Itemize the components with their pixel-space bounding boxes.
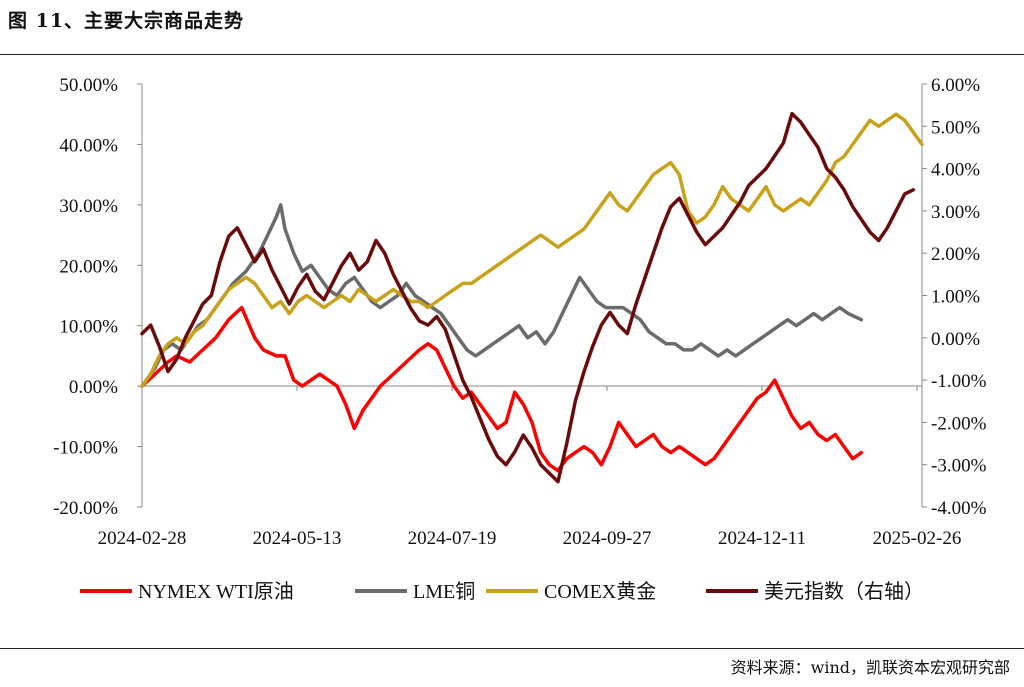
legend-label: 美元指数（右轴）	[764, 580, 924, 603]
series-line	[140, 203, 864, 388]
right-tick-label: 1.00%	[931, 287, 980, 308]
left-tick-label: -10.00%	[53, 438, 118, 459]
x-tick-label: 2024-02-28	[98, 528, 187, 549]
right-tick-label: 5.00%	[931, 117, 980, 138]
chart-axes: 50.00% 40.00% 30.00% 20.00% 10.00% 0.00% -10.0…	[53, 75, 986, 549]
right-tick-label: 3.00%	[931, 202, 980, 223]
legend-label: COMEX黄金	[544, 580, 656, 603]
right-tick-label: 6.00%	[931, 75, 980, 96]
right-tick-label: 4.00%	[931, 160, 980, 181]
chart-series-lines	[140, 111, 924, 484]
x-tick-label: 2025-02-26	[873, 528, 962, 549]
left-tick-label: 40.00%	[59, 135, 118, 156]
x-tick-label: 2024-09-27	[563, 528, 652, 549]
right-tick-label: -2.00%	[931, 413, 987, 434]
series-line	[140, 111, 916, 484]
right-tick-label: 2.00%	[931, 244, 980, 265]
legend-label: NYMEX WTI原油	[138, 580, 294, 603]
top-divider	[0, 54, 1024, 55]
chart-legend: NYMEX WTI原油 LME铜 COMEX黄金 美元指数（右轴）	[80, 580, 924, 603]
left-tick-label: 50.00%	[59, 75, 118, 96]
left-tick-label: 10.00%	[59, 317, 118, 338]
x-tick-label: 2024-12-11	[718, 528, 806, 549]
series-line	[140, 112, 924, 388]
series-line	[140, 305, 864, 473]
commodity-trend-chart: 50.00% 40.00% 30.00% 20.00% 10.00% 0.00% -10.0…	[53, 75, 986, 603]
left-tick-label: 0.00%	[69, 377, 118, 398]
legend-label: LME铜	[413, 580, 475, 603]
left-tick-label: 30.00%	[59, 196, 118, 217]
right-tick-label: 0.00%	[931, 329, 980, 350]
source-note: 资料来源：wind，凯联资本宏观研究部	[730, 658, 1010, 677]
left-tick-label: 20.00%	[59, 256, 118, 277]
figure-title: 图 11、主要大宗商品走势	[8, 10, 245, 32]
right-tick-label: -4.00%	[931, 498, 987, 519]
right-tick-label: -3.00%	[931, 456, 987, 477]
x-tick-label: 2024-07-19	[408, 528, 497, 549]
left-tick-label: -20.00%	[53, 498, 118, 519]
x-tick-label: 2024-05-13	[253, 528, 342, 549]
right-tick-label: -1.00%	[931, 371, 987, 392]
bottom-divider	[0, 648, 1024, 649]
